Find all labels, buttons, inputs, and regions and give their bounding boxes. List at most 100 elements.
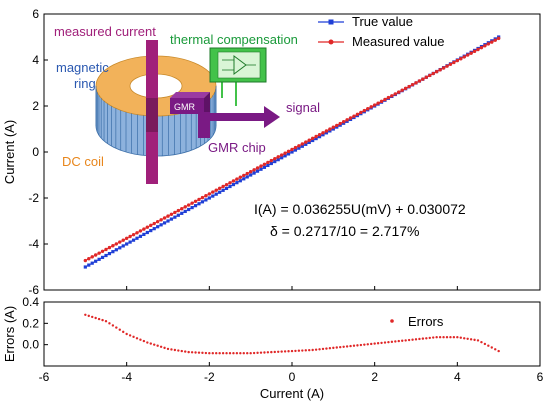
error-point [125,332,128,336]
true-value-point [152,227,156,231]
error-point [249,352,252,355]
measured-value-point [255,166,260,170]
error-point [314,348,318,351]
measured-value-point [362,108,367,113]
measured-value-point [400,88,404,92]
measured-value-point [97,251,101,255]
error-point [466,337,469,340]
error-point [397,339,400,343]
measured-value-point [469,51,473,55]
measured-value-point [348,116,353,120]
measured-value-point [149,223,153,228]
error-point [335,346,338,349]
error-point [208,352,211,355]
measured-value-point [242,173,246,178]
true-value-point [280,156,284,160]
error-point [218,352,221,355]
error-point [390,340,394,344]
measured-value-point [269,158,274,163]
true-value-point [235,181,239,185]
measured-value-point [200,195,205,200]
true-value-point [283,154,287,158]
error-point [225,352,228,355]
true-value-point [297,146,301,150]
true-value-point [100,255,105,260]
true-value-point [331,127,335,131]
measured-value-point [476,47,480,52]
measured-value-point [317,132,322,137]
measured-value-point [452,60,456,65]
error-point [139,338,142,341]
measured-value-point [490,40,494,44]
true-value-point [131,238,136,242]
measured-value-point [448,62,453,67]
error-point [187,350,190,354]
measured-value-point [204,194,208,198]
measured-value-point [310,136,315,141]
errors-y-axis-ticks: 0.4 0.2 0.0 [22,295,48,352]
main-y-tick-label: -4 [28,237,39,251]
error-point [407,338,411,342]
error-point [159,345,163,348]
measured-value-point [455,58,460,63]
main-y-tick-label: -2 [28,191,39,205]
amplifier-icon [233,55,247,75]
main-y-axis-title: Current (A) [2,120,17,184]
main-y-tick-label: -6 [28,283,39,297]
measured-value-point [335,123,339,128]
error-point [414,338,418,341]
error-point [128,334,132,337]
error-point [104,320,108,323]
true-value-point [290,150,294,154]
true-value-point [111,250,115,254]
error-point [380,341,383,345]
legend-item-measured-value: Measured value [318,34,445,49]
true-value-point [118,246,122,250]
measured-value-point [173,210,177,215]
true-value-point [317,135,322,139]
measured-value-point [369,105,373,109]
measured-value-point [217,186,222,191]
true-value-point [245,175,249,179]
error-point [469,338,473,341]
error-point [177,349,180,352]
measured-value-point [114,242,119,246]
error-point [483,342,487,346]
true-value-point [90,261,94,265]
error-point [280,350,283,353]
error-point [383,341,387,344]
errors-panel: 0.4 0.2 0.0 -6 -4 -2 0 2 4 6 Errors (A) Current … [2,295,544,401]
label-magnetic-ring-line1: magnetic [56,60,109,75]
error-point [370,342,373,346]
error-point [394,340,397,343]
measured-value-point [479,45,484,50]
error-point [418,337,421,341]
gmr-chip-top [170,92,210,98]
measured-value-point [276,155,280,159]
error-point [442,336,445,339]
x-tick-label: 6 [537,370,544,384]
true-value-point [97,257,101,261]
measured-value-point [300,142,305,146]
true-value-point [218,190,222,194]
legend-true-marker [328,19,334,25]
measured-value-point [131,232,136,237]
main-y-tick-label: 4 [32,53,39,67]
error-point [432,336,435,339]
true-value-point [121,244,125,248]
true-value-point [142,232,146,237]
measured-value-point [431,71,435,76]
x-tick-label: -4 [121,370,132,384]
label-magnetic-ring-line2: ring [74,76,96,91]
measured-value-point [465,53,470,57]
true-value-point [166,219,170,223]
main-panel: -6 -4 -2 0 2 4 6 Current (A) True value Measur… [2,7,541,297]
measured-value-point [262,162,267,166]
error-point [97,317,101,321]
error-point [270,350,273,354]
measured-value-point [459,57,463,61]
true-value-point [311,138,315,143]
true-value-point [242,177,246,181]
measured-value-point [138,229,143,233]
measured-value-point [118,240,122,244]
